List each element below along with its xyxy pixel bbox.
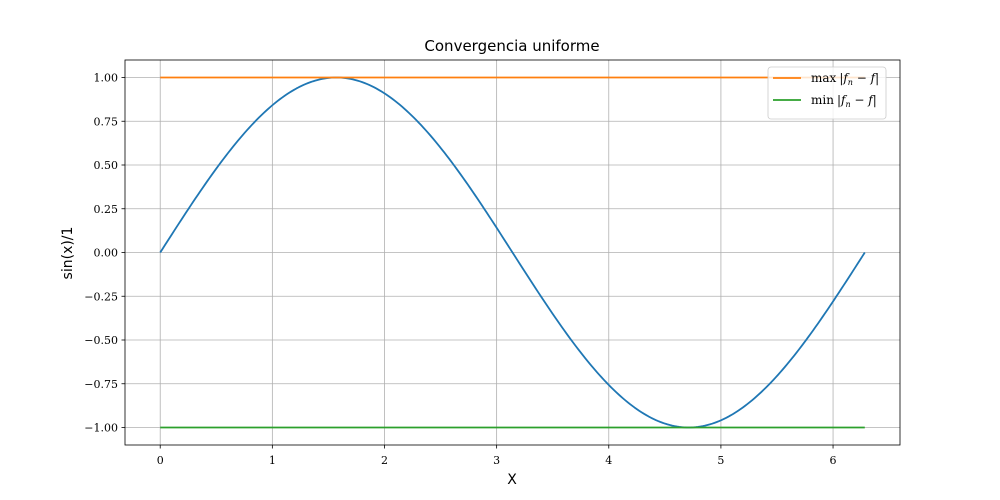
- legend-label: min |fn − f|: [811, 93, 877, 109]
- y-tick-label: 0.00: [94, 247, 119, 260]
- x-tick-label: 4: [605, 454, 612, 467]
- y-tick-label: −0.50: [84, 334, 118, 347]
- y-axis-label: sin(x)/1: [60, 227, 76, 280]
- y-axis: 1.00 0.75 0.50 0.25 0.00 −0.25 −0.50 −0.75 −1.00: [84, 72, 125, 435]
- y-tick-label: −1.00: [84, 422, 118, 435]
- y-tick-label: 1.00: [94, 72, 119, 85]
- y-tick-label: 0.25: [94, 203, 119, 216]
- x-tick-label: 6: [830, 454, 837, 467]
- x-tick-label: 3: [493, 454, 500, 467]
- legend-label-lhs: |f: [839, 71, 850, 85]
- legend-label-sub: n: [848, 78, 853, 87]
- legend-label: max |fn − f|: [811, 71, 879, 87]
- chart-title: Convergencia uniforme: [424, 37, 599, 55]
- series-line-0: [159, 76, 866, 429]
- plot-area: [159, 76, 866, 429]
- x-axis-label: X: [507, 472, 517, 488]
- legend-label-fn: min: [811, 93, 834, 107]
- legend-box: [767, 66, 887, 120]
- legend-label-rhs: − f|: [851, 93, 877, 107]
- x-axis: 0 1 2 3 4 5 6: [157, 445, 837, 467]
- x-tick-label: 0: [157, 454, 164, 467]
- x-tick-label: 5: [717, 454, 724, 467]
- y-tick-label: −0.25: [84, 290, 118, 303]
- legend-label-lhs: |f: [837, 93, 848, 107]
- x-tick-label: 2: [381, 454, 388, 467]
- y-tick-label: 0.75: [94, 115, 119, 128]
- y-tick-label: 0.50: [94, 159, 119, 172]
- y-tick-label: −0.75: [84, 378, 118, 391]
- x-tick-label: 1: [269, 454, 276, 467]
- legend-label-rhs: − f|: [853, 71, 879, 85]
- legend-label-sub: n: [845, 100, 850, 109]
- legend: max |fn − f|min |fn − f|: [767, 66, 887, 120]
- legend-label-fn: max: [811, 71, 837, 85]
